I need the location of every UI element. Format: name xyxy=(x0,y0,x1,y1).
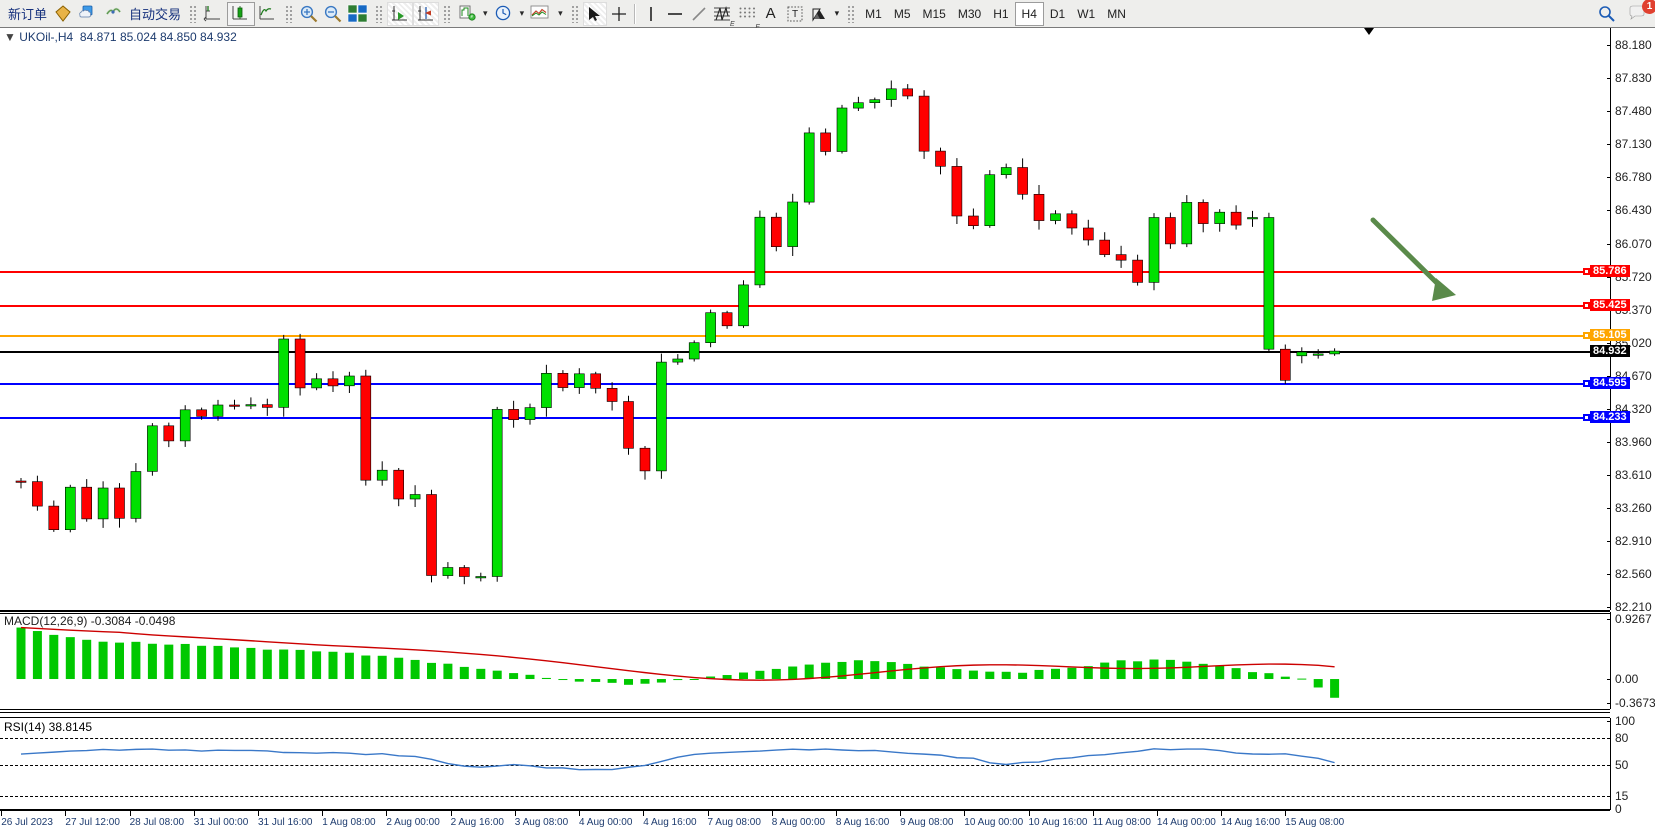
svg-text:T: T xyxy=(792,9,798,20)
